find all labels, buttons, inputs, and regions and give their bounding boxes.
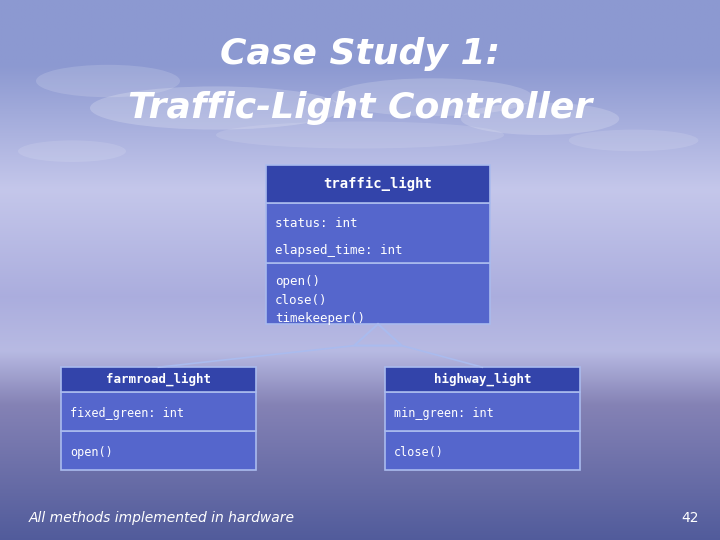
Text: elapsed_time: int: elapsed_time: int: [275, 244, 402, 256]
Text: Case Study 1:: Case Study 1:: [220, 37, 500, 71]
Text: close(): close(): [394, 446, 444, 460]
Ellipse shape: [569, 130, 698, 151]
Bar: [266, 203, 490, 264]
Bar: [266, 264, 490, 324]
Text: 42: 42: [681, 511, 698, 525]
Ellipse shape: [461, 103, 619, 135]
Ellipse shape: [331, 78, 533, 116]
Text: All methods implemented in hardware: All methods implemented in hardware: [29, 511, 294, 525]
Bar: [61, 392, 256, 431]
Bar: [385, 431, 580, 470]
Bar: [385, 367, 580, 392]
Text: close(): close(): [275, 294, 328, 307]
Bar: [385, 392, 580, 431]
Text: Traffic-Light Controller: Traffic-Light Controller: [128, 91, 592, 125]
Bar: [61, 367, 256, 392]
Bar: [61, 431, 256, 470]
Text: open(): open(): [70, 446, 112, 460]
Text: open(): open(): [275, 275, 320, 288]
Ellipse shape: [18, 140, 126, 162]
Text: traffic_light: traffic_light: [323, 177, 433, 191]
Text: highway_light: highway_light: [433, 373, 531, 386]
Text: timekeeper(): timekeeper(): [275, 312, 365, 325]
Ellipse shape: [36, 65, 180, 97]
Text: min_green: int: min_green: int: [394, 407, 494, 420]
Ellipse shape: [216, 122, 504, 148]
Ellipse shape: [90, 86, 342, 130]
Bar: [266, 165, 490, 203]
Text: farmroad_light: farmroad_light: [106, 373, 211, 386]
Text: status: int: status: int: [275, 217, 358, 230]
Text: fixed_green: int: fixed_green: int: [70, 407, 184, 420]
